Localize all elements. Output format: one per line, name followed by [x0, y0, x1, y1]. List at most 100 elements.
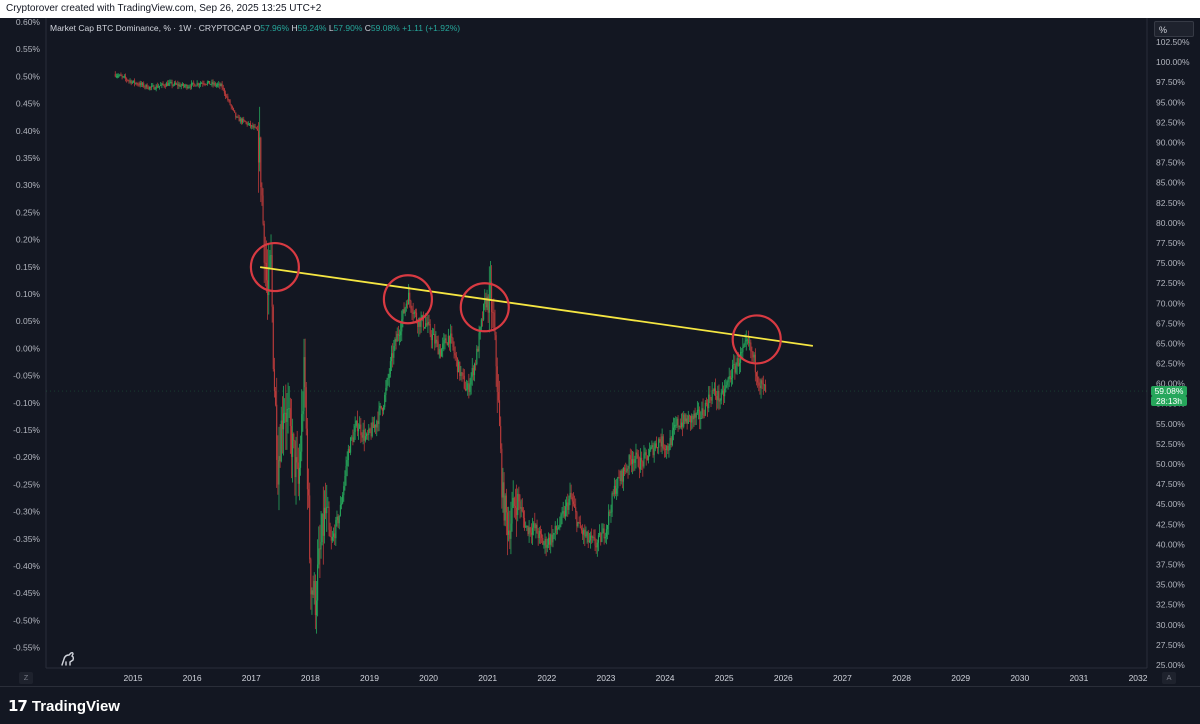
left-scale-button[interactable]: Z [19, 672, 33, 684]
candle-body [591, 535, 593, 538]
candle-body [204, 83, 206, 85]
left-axis-tick-label: -0.50% [13, 615, 40, 625]
candle-body [136, 82, 138, 85]
candle-body [377, 421, 379, 425]
candle-body [305, 387, 307, 429]
candle-body [253, 126, 255, 128]
candle-body [450, 333, 452, 344]
right-axis-tick-label: 87.50% [1156, 158, 1185, 168]
candle-body [562, 511, 564, 514]
candle-body [294, 440, 296, 478]
candle-body [336, 516, 338, 521]
candle-body [653, 448, 655, 456]
right-axis-tick-label: 47.50% [1156, 479, 1185, 489]
candle-body [229, 100, 231, 105]
candle-body [680, 422, 683, 428]
auto-scale-button[interactable]: A [1162, 672, 1176, 684]
candle-body [412, 313, 414, 315]
candle-body [525, 526, 527, 528]
candle-body [726, 381, 728, 386]
candle-body [627, 468, 629, 470]
candle-body [224, 93, 227, 97]
percent-scale-button[interactable]: % [1154, 21, 1194, 37]
candle-body [310, 559, 312, 595]
candle-body [236, 116, 238, 118]
candle-body [494, 327, 496, 336]
candle-body [559, 524, 561, 528]
candle-body [248, 123, 250, 125]
candle-body [413, 311, 415, 315]
tradingview-logo[interactable]: 17 TradingView [8, 696, 120, 716]
candle-body [184, 85, 186, 87]
candle-body [137, 84, 139, 86]
candle-body [469, 384, 471, 392]
candle-body [720, 392, 722, 401]
candle-body [238, 117, 240, 122]
candle-body [162, 83, 164, 85]
candle-body [146, 84, 148, 89]
candle-body [651, 445, 653, 448]
candle-body [372, 422, 374, 428]
candle-body [529, 527, 531, 533]
candle-body [303, 357, 305, 412]
right-axis-tick-label: 90.00% [1156, 137, 1185, 147]
left-axis-tick-label: -0.20% [13, 452, 40, 462]
candle-body [190, 83, 192, 88]
candle-body [318, 548, 320, 565]
candle-body [300, 451, 302, 468]
candle-body [379, 405, 381, 409]
candle-body [393, 345, 395, 358]
candle-body [477, 348, 479, 352]
candle-body [645, 452, 647, 456]
candle-body [697, 409, 700, 411]
candle-body [220, 83, 222, 87]
candle-body [669, 438, 671, 450]
left-axis-tick-label: 0.20% [16, 235, 41, 245]
candle-body [311, 590, 313, 595]
candle-body [554, 525, 556, 533]
candle-body [734, 363, 736, 373]
candle-body [509, 530, 511, 539]
candle-body [348, 449, 351, 453]
candle-body [689, 415, 692, 423]
candle-body [550, 534, 552, 545]
candle-body [404, 307, 406, 313]
right-axis-tick-label: 65.00% [1156, 338, 1185, 348]
candle-body [219, 83, 221, 87]
left-axis-tick-label: -0.10% [13, 398, 40, 408]
candle-body [728, 376, 730, 379]
candle-body [185, 84, 187, 86]
candle-body [279, 456, 281, 462]
candle-body [670, 438, 672, 446]
candle-body [194, 84, 196, 87]
time-axis[interactable]: 2015 2016 2017 2018 2019 2020 2021 2022 2023 2024… [124, 673, 1148, 683]
candle-body [280, 420, 282, 462]
candle-body [420, 318, 422, 327]
time-axis-tick-label: 2029 [951, 673, 970, 683]
candle-body [425, 323, 427, 328]
legend-high-label: H [291, 23, 298, 33]
candle-body [414, 311, 416, 313]
candle-body [676, 418, 678, 425]
candle-body [663, 448, 665, 450]
candle-body [567, 502, 569, 510]
candle-body [172, 84, 174, 86]
chart-canvas[interactable]: 0.60% 0.55% 0.50% 0.45% 0.40% 0.35% 0.30% 0.25%… [0, 18, 1200, 686]
time-axis-tick-label: 2031 [1069, 673, 1088, 683]
candle-body [331, 536, 333, 541]
touch-point-circle [249, 241, 300, 293]
candle-body [719, 400, 721, 402]
candle-body [586, 532, 588, 536]
candle-body [584, 529, 586, 537]
candle-body [401, 319, 403, 332]
candle-body [287, 408, 289, 410]
candle-body [373, 424, 376, 428]
left-y-axis[interactable]: 0.60% 0.55% 0.50% 0.45% 0.40% 0.35% 0.30% 0.25%… [13, 18, 40, 653]
right-y-axis[interactable]: 102.50% 100.00% 97.50% 95.00% 92.50% 90.00% 87… [1156, 37, 1190, 670]
candle-body [202, 83, 204, 84]
candle-body [513, 497, 515, 507]
candle-body [461, 372, 463, 374]
candle-body [545, 539, 547, 548]
candle-body [262, 195, 264, 224]
candle-body [678, 426, 680, 427]
